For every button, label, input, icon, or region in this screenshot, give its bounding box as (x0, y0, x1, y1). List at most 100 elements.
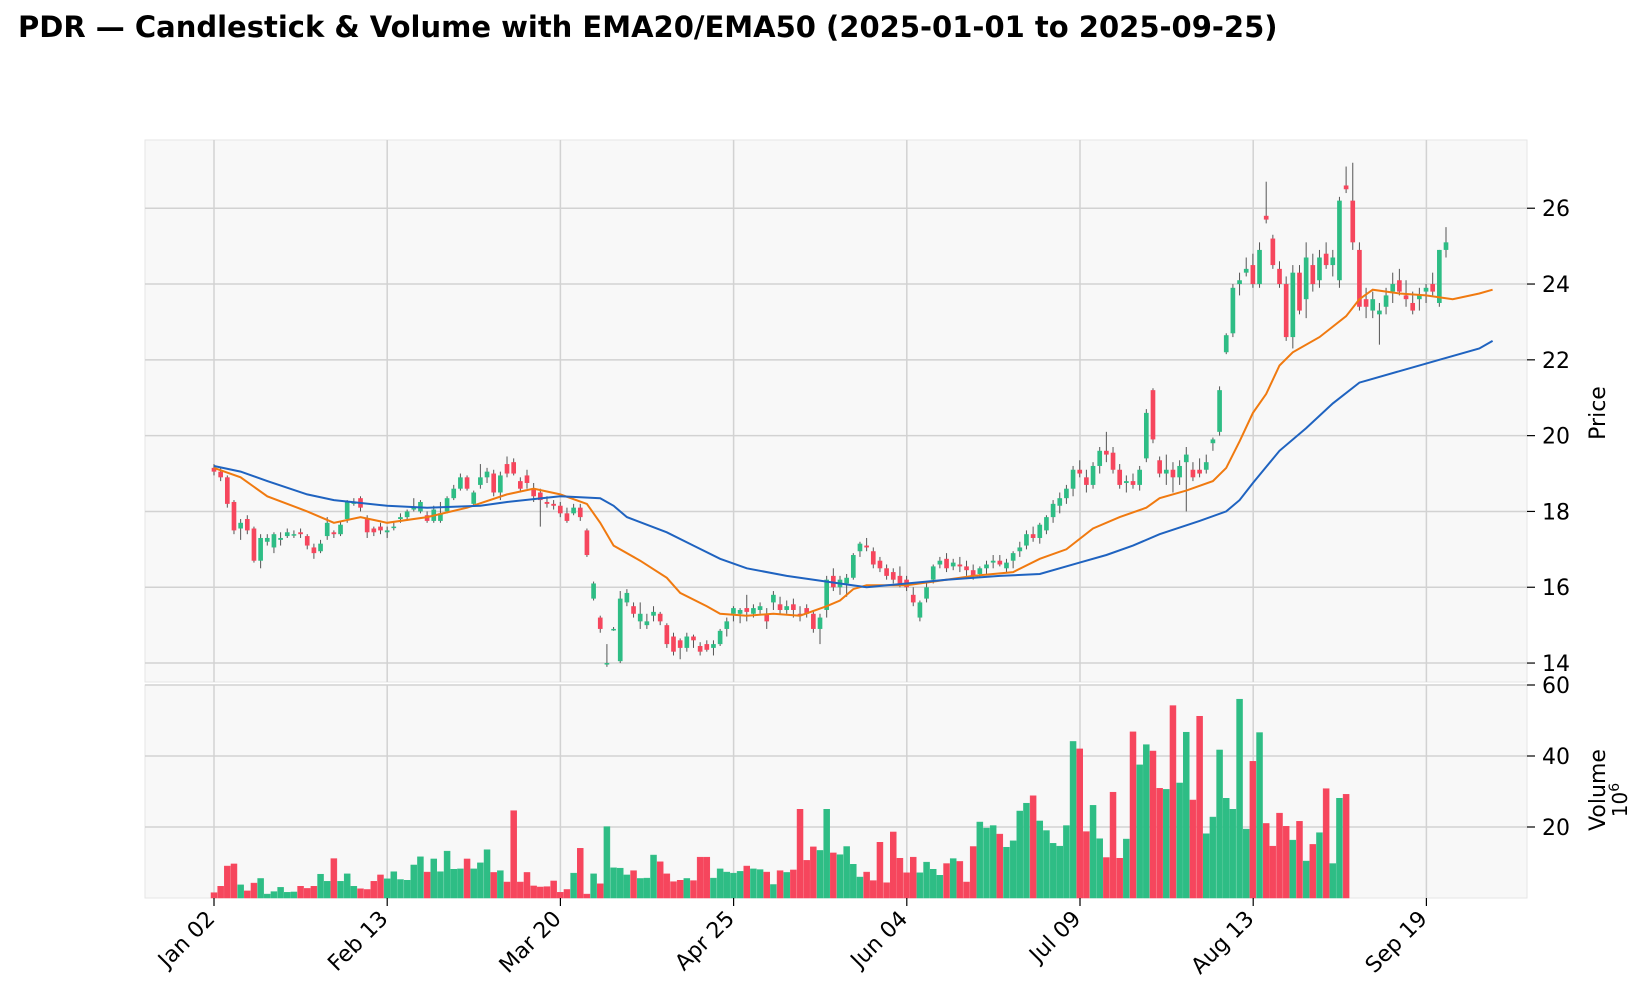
candle-body (764, 613, 770, 622)
volume-bar (557, 892, 564, 899)
candle-body (1130, 481, 1136, 485)
volume-bar (949, 858, 957, 899)
candle-body (1223, 335, 1229, 353)
volume-bar (830, 852, 837, 899)
volume-bar (850, 864, 857, 899)
volume-bar (410, 864, 418, 899)
volume-bar (303, 888, 311, 899)
volume-bar (284, 892, 291, 899)
volume-bar (996, 833, 1004, 899)
candle-body (977, 568, 983, 574)
volume-bar (297, 886, 304, 899)
volume-bar (1169, 705, 1177, 899)
candle-body (1157, 460, 1162, 474)
candle-body (1197, 469, 1202, 474)
volume-bar (776, 870, 784, 899)
volume-bar (756, 869, 764, 899)
candle-body (1363, 299, 1369, 307)
ema50-line (213, 340, 1494, 589)
candle-body (291, 534, 297, 536)
volume-bars (210, 698, 1350, 899)
volume-bar (477, 862, 484, 899)
volume-bar (790, 869, 797, 899)
candle-body (944, 558, 949, 569)
volume-bar (1156, 788, 1163, 899)
candle-body (484, 471, 490, 478)
volume-bar (676, 880, 684, 899)
candle-body (211, 467, 217, 472)
volume-tick-label: 40 (1542, 745, 1570, 770)
volume-bar (1302, 860, 1310, 899)
volume-bar (1129, 731, 1137, 899)
x-tick-label: Feb 13 (323, 907, 393, 977)
candle-body (1030, 534, 1036, 538)
candle-body (1050, 503, 1056, 518)
volume-bar (969, 846, 977, 899)
candle-body (784, 606, 790, 610)
volume-bar (663, 873, 671, 899)
x-tick-label: Jul 09 (1024, 907, 1087, 970)
volume-bar (1023, 802, 1030, 899)
candle-body (704, 644, 710, 650)
candle-body (1163, 469, 1169, 474)
volume-bar (983, 827, 990, 899)
volume-bar (570, 872, 577, 899)
volume-bar (330, 858, 338, 899)
volume-bar (1222, 797, 1230, 899)
candle-body (744, 608, 750, 612)
volume-bar (856, 876, 864, 899)
volume-bar (1049, 843, 1057, 899)
volume-bar (244, 890, 251, 899)
candle-body (1084, 477, 1089, 485)
candle-body (1150, 390, 1156, 440)
candle-body (384, 530, 390, 533)
candle-body (551, 503, 556, 506)
candle-body (264, 537, 270, 542)
volume-bar (743, 865, 751, 899)
candle-body (564, 513, 570, 521)
volume-bar (277, 887, 284, 899)
volume-bar (723, 871, 731, 899)
candle-body (1310, 265, 1316, 285)
candle-body (990, 560, 996, 563)
volume-bar (936, 875, 944, 899)
volume-bar (337, 881, 344, 899)
volume-bar (1103, 857, 1110, 899)
candle-body (1397, 280, 1402, 292)
candle-body (957, 564, 963, 567)
volume-bar (383, 878, 391, 899)
volume-bar (523, 872, 531, 899)
volume-bar (803, 860, 810, 899)
candle-body (1137, 469, 1142, 485)
volume-bar (537, 886, 544, 899)
volume-bar (916, 872, 924, 899)
volume-bar (963, 881, 970, 899)
candle-body (857, 543, 863, 552)
volume-bar (457, 868, 464, 899)
candle-body (604, 663, 610, 665)
candle-body (478, 477, 483, 485)
candle-body (1217, 390, 1222, 432)
candle-body (331, 532, 337, 535)
candle-body (1250, 265, 1256, 285)
volume-bar (643, 877, 651, 899)
candle-body (1117, 469, 1123, 485)
candle-body (1170, 469, 1176, 478)
candle-body (584, 530, 590, 556)
candle-body (1277, 268, 1282, 285)
volume-bar (836, 854, 844, 899)
candle-body (1097, 450, 1103, 466)
candle-body (1323, 253, 1329, 266)
candle-body (964, 566, 969, 571)
x-tick-label: Jun 04 (845, 907, 913, 975)
volume-bar (510, 810, 517, 899)
volume-bar (656, 861, 664, 899)
candle-body (870, 551, 876, 565)
volume-bar (310, 886, 318, 899)
volume-bar (1203, 833, 1210, 899)
volume-bar (597, 883, 604, 899)
volume-tick-label: 60 (1542, 674, 1570, 699)
candle-body (1390, 284, 1396, 292)
candle-body (344, 501, 350, 520)
candle-body (924, 587, 929, 599)
